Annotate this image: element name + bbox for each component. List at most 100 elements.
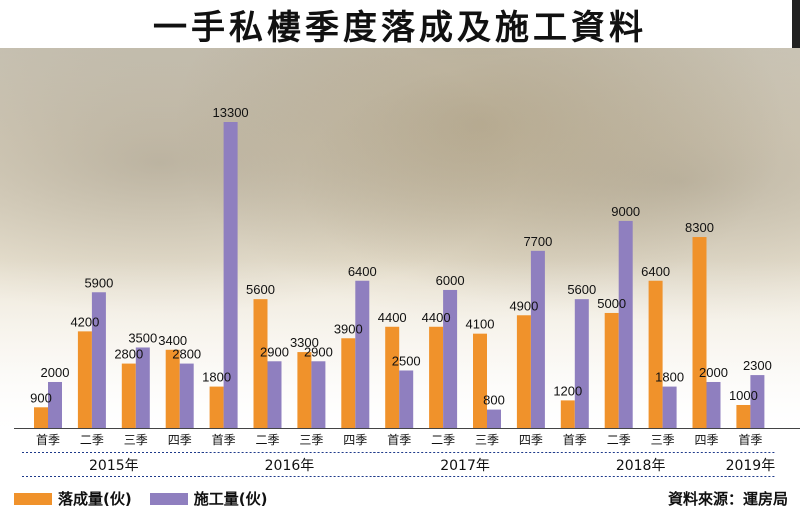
data-label-started: 3500 (128, 330, 157, 345)
x-tick-label: 首季 (563, 433, 587, 447)
title-edge-decoration (792, 0, 800, 48)
bar-completed (121, 363, 136, 428)
legend-item-started: 施工量(伙) (149, 488, 268, 509)
bar-completed (560, 400, 575, 428)
x-tick-label: 首季 (36, 433, 60, 447)
data-label-started: 1800 (655, 370, 684, 385)
x-tick-label: 三季 (475, 433, 499, 447)
bar-completed (209, 386, 224, 428)
source-note: 資料來源：運房局 (667, 490, 788, 508)
data-label-started: 2300 (743, 358, 772, 373)
legend-label-completed: 落成量(伙) (58, 490, 132, 508)
chart-title: 一手私樓季度落成及施工資料 (153, 7, 647, 48)
x-tick-label: 三季 (651, 433, 675, 447)
bar-started (443, 289, 458, 428)
data-label-completed: 900 (30, 390, 52, 405)
data-label-completed: 8300 (685, 220, 714, 235)
data-label-started: 9000 (611, 204, 640, 219)
data-label-completed: 4200 (70, 314, 99, 329)
bar-started (223, 122, 238, 428)
bar-started (48, 381, 62, 428)
x-tick-label: 二季 (255, 433, 279, 447)
data-label-completed: 5000 (597, 296, 626, 311)
bar-started (487, 409, 501, 428)
data-label-started: 6400 (348, 264, 377, 279)
year-label: 2018年 (616, 458, 666, 474)
bar-completed (341, 338, 356, 428)
bar-completed (165, 349, 180, 428)
x-tick-label: 三季 (299, 433, 323, 447)
data-label-started: 6000 (436, 273, 465, 288)
data-label-completed: 3900 (334, 321, 363, 336)
data-label-completed: 1800 (202, 370, 231, 385)
x-tick-label: 四季 (168, 433, 192, 447)
data-label-started: 2800 (172, 347, 201, 362)
data-label-completed: 4400 (378, 310, 407, 325)
year-label: 2016年 (265, 458, 315, 474)
bar-started (750, 375, 765, 428)
data-label-started: 5900 (84, 275, 113, 290)
data-label-completed: 1000 (729, 388, 758, 403)
legend-item-completed: 落成量(伙) (14, 488, 132, 509)
bar-started (91, 292, 106, 428)
year-label: 2017年 (440, 458, 490, 474)
legend-label-started: 施工量(伙) (193, 490, 268, 508)
data-label-completed: 1200 (553, 383, 582, 398)
bar-started (574, 299, 589, 428)
bar-completed (34, 407, 48, 428)
bar-started (618, 220, 633, 428)
legend: 落成量(伙) 施工量(伙) (14, 488, 285, 509)
legend-swatch-started (149, 492, 188, 505)
bar-completed (297, 352, 312, 428)
bar-completed (385, 326, 400, 428)
bar-completed (648, 280, 663, 428)
bar-started (399, 370, 414, 428)
bar-completed (736, 404, 751, 428)
year-label: 2015年 (89, 458, 139, 474)
x-tick-label: 首季 (212, 433, 236, 447)
data-label-started: 2000 (41, 365, 70, 380)
bar-completed (604, 312, 619, 428)
data-label-completed: 3400 (158, 333, 187, 348)
data-label-completed: 3300 (290, 335, 319, 350)
data-label-started: 13300 (213, 105, 249, 120)
bar-started (311, 361, 326, 428)
bar-completed (516, 315, 531, 428)
x-tick-label: 二季 (607, 433, 631, 447)
data-label-completed: 5600 (246, 282, 275, 297)
x-tick-label: 首季 (387, 433, 411, 447)
x-tick-label: 四季 (519, 433, 543, 447)
bar-completed (429, 326, 444, 428)
legend-swatch-completed (14, 492, 52, 505)
x-tick-label: 三季 (124, 433, 148, 447)
bar-started (267, 361, 282, 428)
data-label-started: 800 (483, 393, 505, 408)
bar-started (706, 381, 721, 428)
data-label-started: 2500 (392, 353, 421, 368)
data-label-completed: 2800 (114, 347, 143, 362)
data-label-completed: 4900 (509, 298, 538, 313)
bar-started (355, 280, 370, 428)
bar-completed (77, 331, 92, 428)
x-tick-label: 四季 (694, 433, 718, 447)
x-tick-label: 二季 (80, 433, 104, 447)
bar-started (530, 250, 545, 428)
bar-started (179, 363, 194, 428)
data-label-started: 2000 (699, 365, 728, 380)
x-tick-label: 二季 (431, 433, 455, 447)
data-label-completed: 4400 (422, 310, 451, 325)
data-label-started: 2900 (304, 344, 333, 359)
bar-started (135, 347, 150, 428)
year-label: 2019年 (726, 458, 776, 474)
data-label-completed: 6400 (641, 264, 670, 279)
data-label-started: 5600 (567, 282, 596, 297)
x-tick-label: 四季 (343, 433, 367, 447)
bar-completed (473, 333, 487, 428)
bar-completed (692, 237, 707, 428)
x-tick-label: 首季 (738, 433, 762, 447)
title-bar: 一手私樓季度落成及施工資料 (0, 0, 800, 48)
data-label-started: 7700 (523, 234, 552, 249)
bar-completed (253, 299, 268, 428)
bar-started (662, 386, 677, 428)
